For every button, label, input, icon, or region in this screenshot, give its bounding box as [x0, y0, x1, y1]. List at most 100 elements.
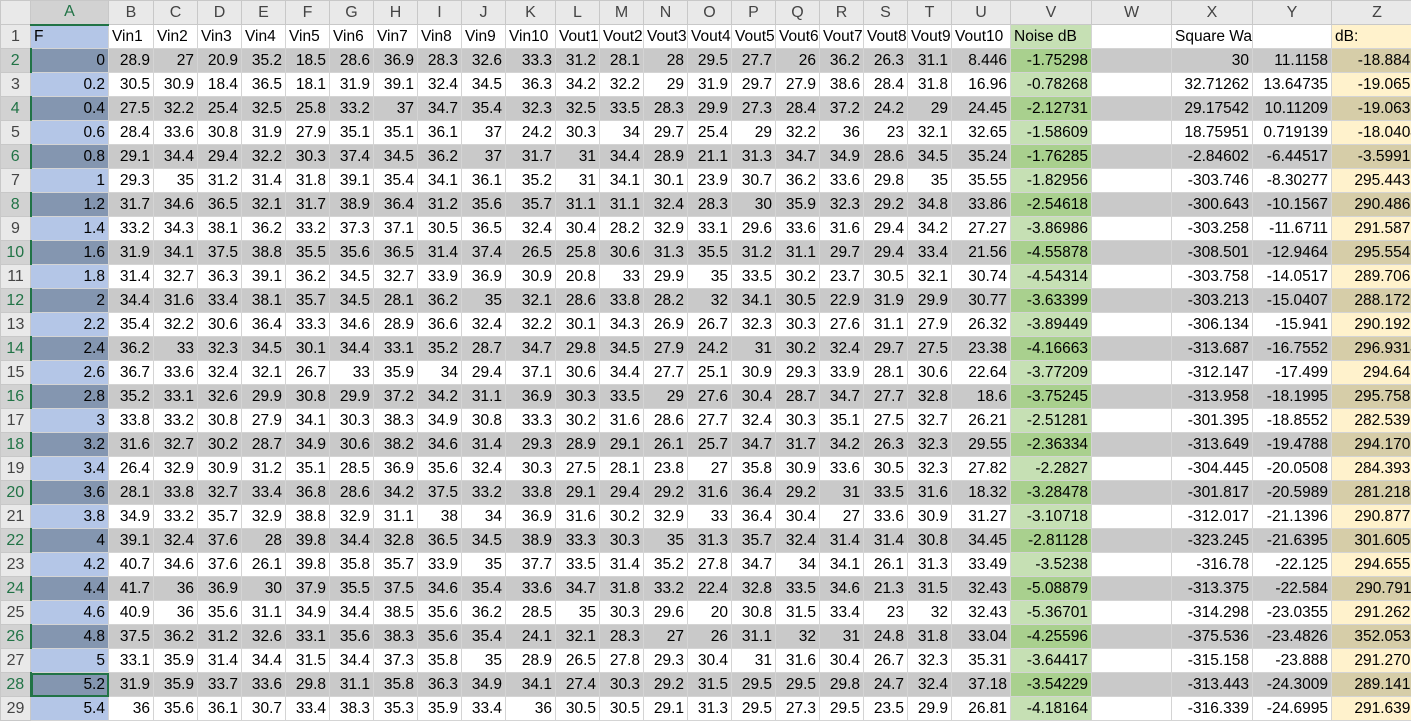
data-cell[interactable]: 26.7 — [687, 312, 732, 337]
data-cell[interactable]: 22.64 — [951, 360, 1011, 385]
data-cell[interactable]: 31.1 — [907, 48, 952, 73]
data-cell[interactable]: 28 — [643, 48, 688, 73]
data-cell[interactable]: 27.5 — [863, 408, 908, 433]
data-cell[interactable]: 32.7 — [907, 408, 952, 433]
data-cell[interactable]: -2.54618 — [1010, 192, 1092, 217]
data-cell[interactable]: 25.4 — [687, 120, 732, 145]
data-cell[interactable]: 31.4 — [461, 432, 506, 457]
row-header[interactable]: 26 — [0, 624, 32, 649]
data-cell[interactable]: 27.7 — [863, 384, 908, 409]
data-cell[interactable]: 35.6 — [461, 192, 506, 217]
data-cell[interactable]: 30.5 — [863, 264, 908, 289]
data-cell[interactable]: 31.1 — [775, 240, 820, 265]
data-cell[interactable]: 3 — [30, 408, 109, 433]
data-cell[interactable]: 32.8 — [907, 384, 952, 409]
data-cell[interactable]: -18.8842 — [1331, 48, 1411, 73]
row-header[interactable]: 11 — [0, 264, 31, 289]
data-cell[interactable]: 29.7 — [863, 336, 908, 361]
data-cell[interactable]: 295.7585 — [1331, 384, 1411, 409]
header-cell[interactable]: Vout7 — [819, 24, 864, 49]
data-cell[interactable]: 27 — [153, 48, 198, 73]
row-header[interactable]: 5 — [0, 120, 31, 145]
data-cell[interactable]: -306.134 — [1171, 312, 1253, 337]
data-cell[interactable]: 33.86 — [951, 192, 1011, 217]
data-cell[interactable]: 33.3 — [285, 312, 330, 337]
data-cell[interactable]: 37.4 — [461, 240, 506, 265]
data-cell[interactable]: 29.55 — [951, 432, 1011, 457]
data-cell[interactable]: -3.75245 — [1010, 384, 1092, 409]
data-cell[interactable]: 27.8 — [599, 648, 644, 673]
data-cell[interactable]: 34.6 — [417, 576, 462, 601]
data-cell[interactable]: 35.6 — [329, 624, 374, 649]
data-cell[interactable]: -8.30277 — [1252, 168, 1332, 193]
data-cell[interactable]: 34.5 — [241, 336, 286, 361]
data-cell[interactable]: 30.3 — [505, 456, 556, 481]
data-cell[interactable]: 36.4 — [241, 312, 286, 337]
data-cell[interactable]: 33.6 — [505, 576, 556, 601]
data-cell[interactable]: 32.6 — [461, 48, 506, 73]
data-cell[interactable]: -1.58609 — [1010, 120, 1092, 145]
data-cell[interactable]: 20.8 — [555, 264, 600, 289]
column-header-d[interactable]: D — [197, 0, 242, 25]
data-cell[interactable]: 34.7 — [819, 384, 864, 409]
data-cell[interactable]: 26.32 — [951, 312, 1011, 337]
data-cell[interactable] — [1091, 48, 1172, 73]
data-cell[interactable]: 28.6 — [329, 480, 374, 505]
data-cell[interactable]: -313.375 — [1171, 576, 1253, 601]
data-cell[interactable]: 290.1926 — [1331, 312, 1411, 337]
data-cell[interactable]: 32.7 — [373, 264, 418, 289]
data-cell[interactable]: 30.3 — [555, 384, 600, 409]
data-cell[interactable]: 35.2 — [108, 384, 154, 409]
data-cell[interactable]: -21.1396 — [1252, 504, 1332, 529]
data-cell[interactable]: 28.4 — [863, 72, 908, 97]
data-cell[interactable]: 3.6 — [30, 480, 109, 505]
data-cell[interactable]: 35 — [687, 264, 732, 289]
data-cell[interactable]: 27.6 — [819, 312, 864, 337]
data-cell[interactable]: 34.7 — [775, 144, 820, 169]
data-cell[interactable]: 27.9 — [285, 120, 330, 145]
data-cell[interactable]: 26.3 — [863, 48, 908, 73]
data-cell[interactable] — [1091, 168, 1172, 193]
data-cell[interactable]: 4.8 — [30, 624, 109, 649]
data-cell[interactable]: 29.5 — [775, 672, 820, 697]
data-cell[interactable]: 31.9 — [108, 672, 154, 697]
data-cell[interactable]: 38.3 — [329, 696, 374, 721]
data-cell[interactable]: 36.7 — [108, 360, 154, 385]
data-cell[interactable]: 32.2 — [775, 120, 820, 145]
data-cell[interactable]: 33.7 — [197, 672, 242, 697]
data-cell[interactable]: 1.2 — [30, 192, 109, 217]
data-cell[interactable]: 26.81 — [951, 696, 1011, 721]
data-cell[interactable]: 36.9 — [505, 384, 556, 409]
data-cell[interactable]: 35.7 — [285, 288, 330, 313]
data-cell[interactable]: 33.6 — [241, 672, 286, 697]
data-cell[interactable]: 294.6551 — [1331, 552, 1411, 577]
data-cell[interactable]: 29 — [907, 96, 952, 121]
data-cell[interactable]: 36.2 — [241, 216, 286, 241]
header-cell[interactable]: F — [30, 24, 109, 49]
data-cell[interactable]: 32 — [775, 624, 820, 649]
data-cell[interactable]: 26.9 — [643, 312, 688, 337]
data-cell[interactable]: 2.8 — [30, 384, 109, 409]
data-cell[interactable]: 35.7 — [505, 192, 556, 217]
data-cell[interactable]: 34.4 — [329, 600, 374, 625]
data-cell[interactable]: 38.8 — [285, 504, 330, 529]
data-cell[interactable]: 32.7 — [197, 480, 242, 505]
data-cell[interactable]: 30.5 — [863, 456, 908, 481]
data-cell[interactable]: 30.3 — [775, 408, 820, 433]
data-cell[interactable]: 29.5 — [687, 48, 732, 73]
data-cell[interactable]: 28.1 — [373, 288, 418, 313]
data-cell[interactable] — [1091, 288, 1172, 313]
data-cell[interactable]: 26 — [775, 48, 820, 73]
data-cell[interactable]: 31.27 — [951, 504, 1011, 529]
data-cell[interactable]: 36.2 — [153, 624, 198, 649]
column-header-j[interactable]: J — [461, 0, 506, 25]
data-cell[interactable]: 0.2 — [30, 72, 109, 97]
data-cell[interactable]: 33.3 — [505, 408, 556, 433]
data-cell[interactable]: 34.2 — [907, 216, 952, 241]
data-cell[interactable]: 27 — [819, 504, 864, 529]
row-header[interactable]: 12 — [0, 288, 32, 313]
data-cell[interactable]: 27.7 — [687, 408, 732, 433]
data-cell[interactable]: -6.44517 — [1252, 144, 1332, 169]
data-cell[interactable]: 31.4 — [819, 528, 864, 553]
data-cell[interactable]: 32.8 — [731, 576, 776, 601]
